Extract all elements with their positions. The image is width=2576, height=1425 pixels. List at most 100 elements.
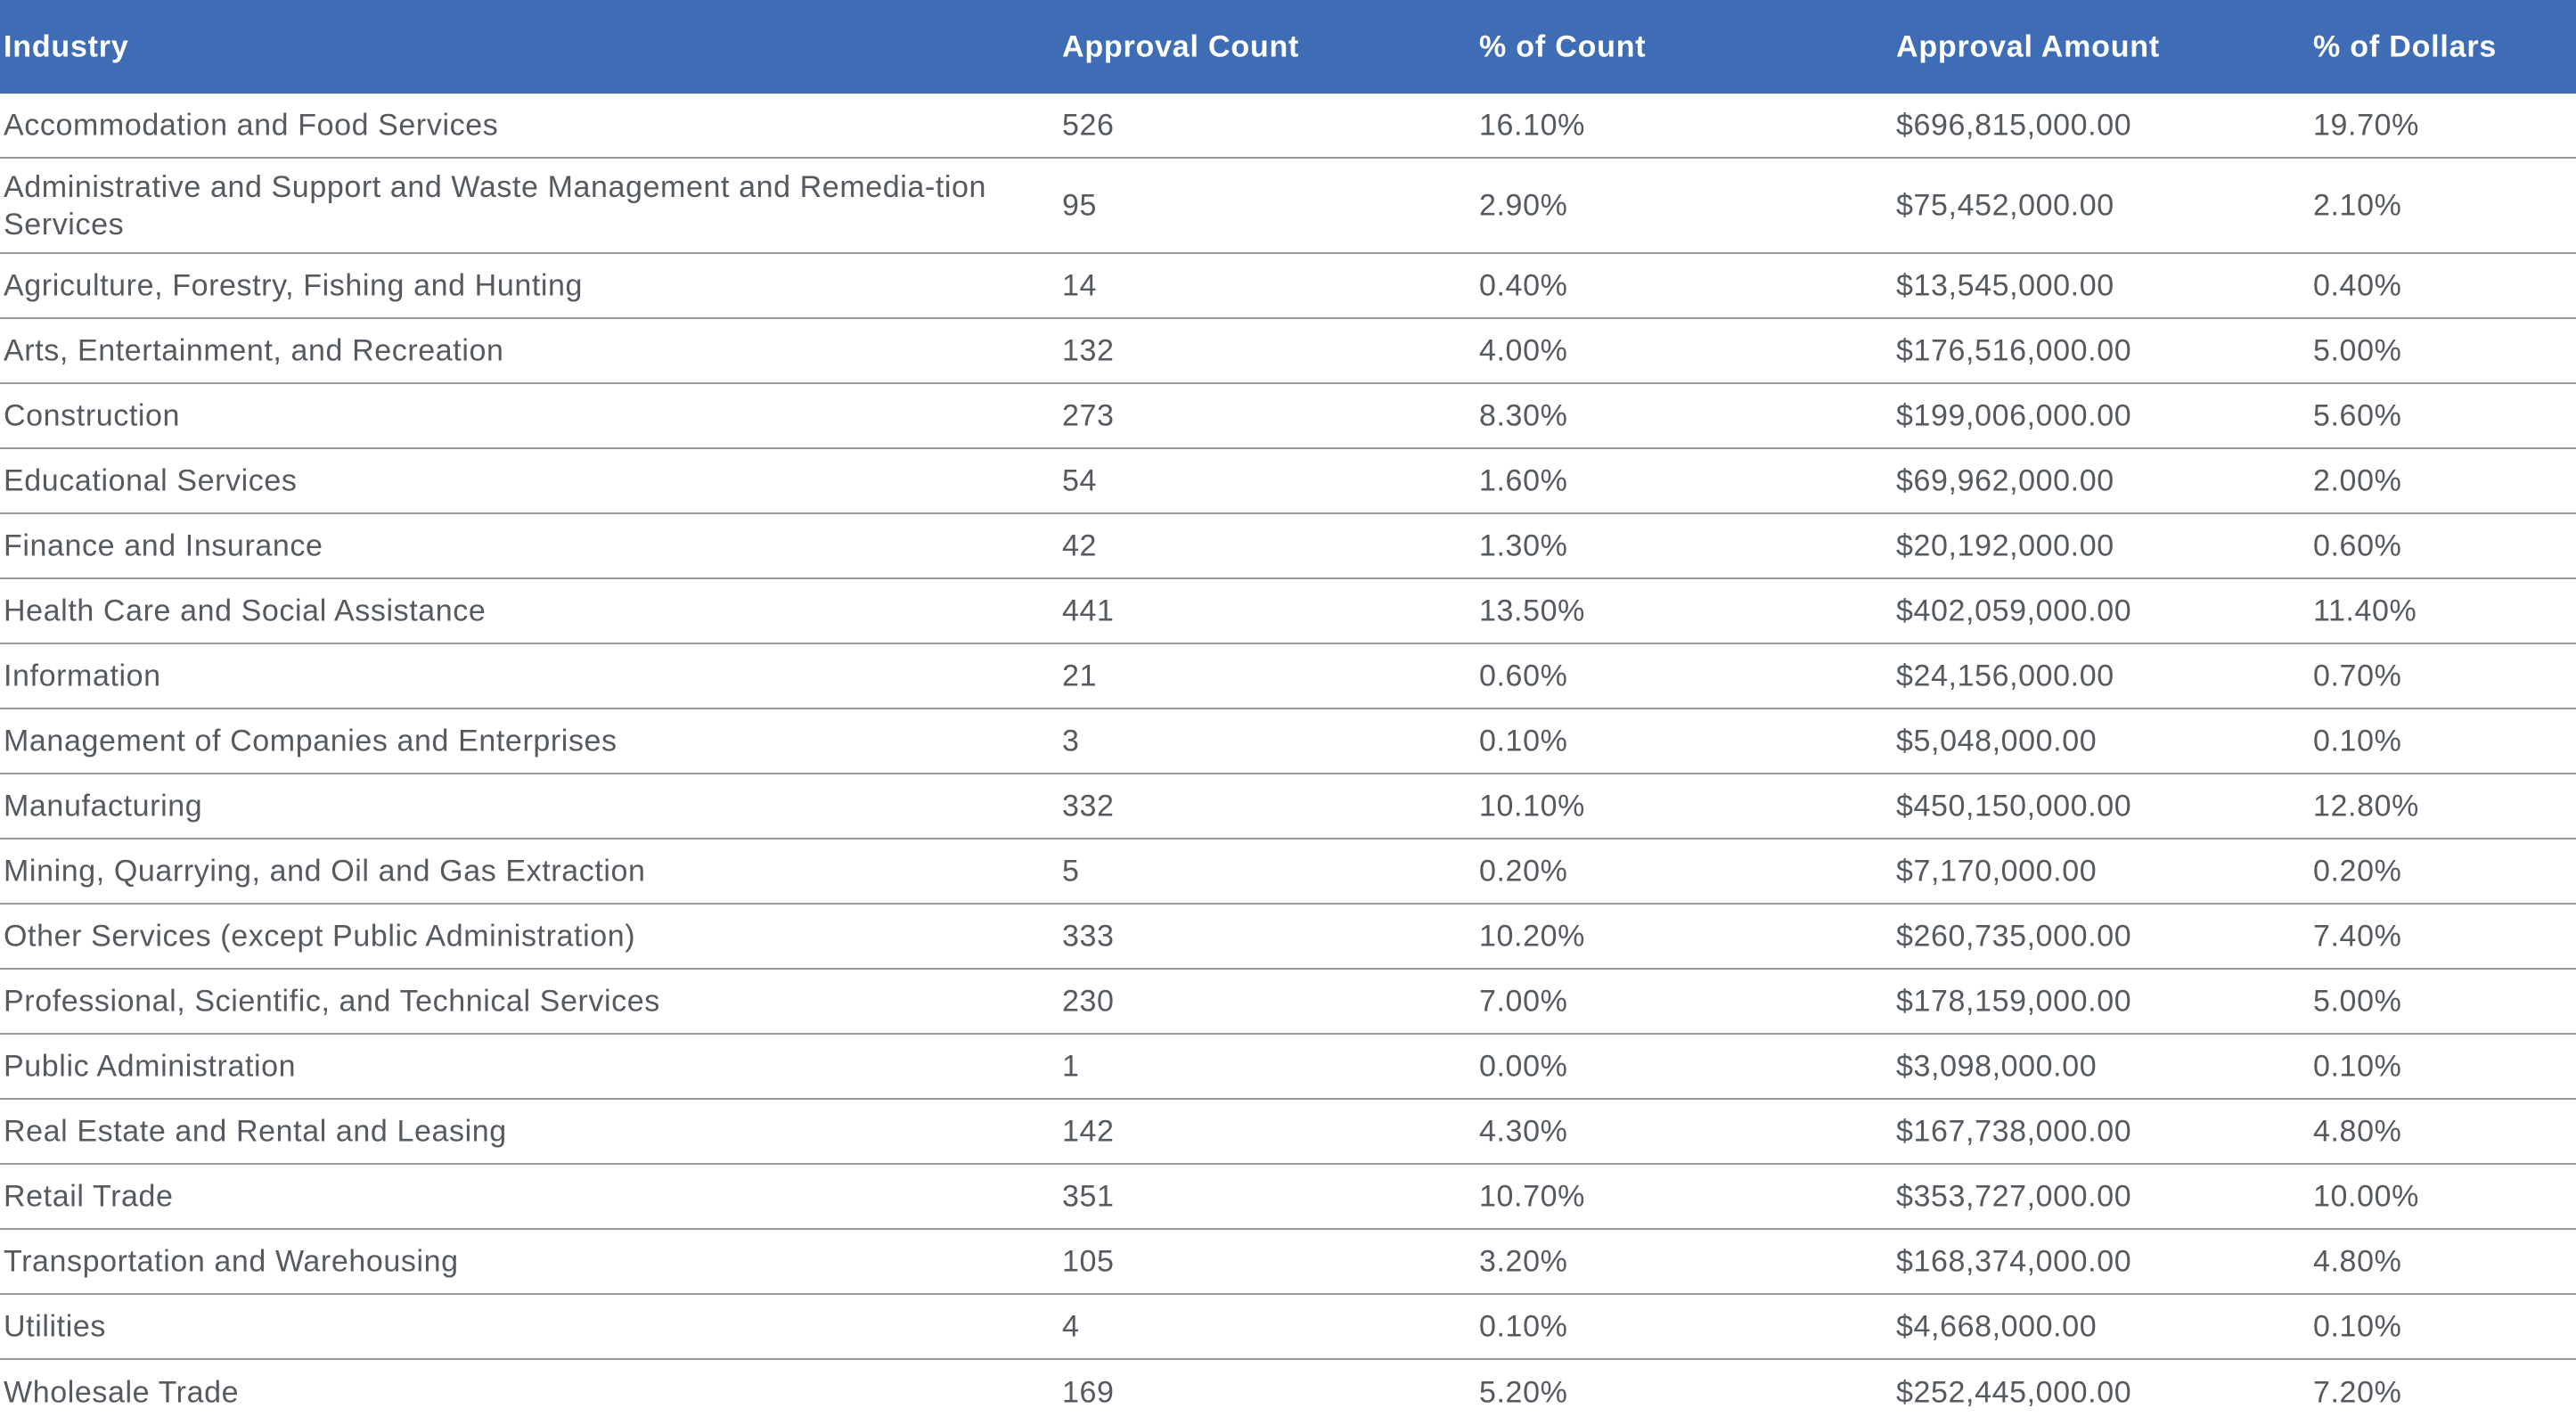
approval-count-cell: 4: [1062, 1309, 1080, 1343]
pct-dollars-cell: 0.10%: [2313, 724, 2402, 758]
table-row: Educational Services 54 1.60% $69,962,000.0…: [0, 449, 2576, 514]
approval-amount-cell: $199,006,000.00: [1896, 398, 2132, 432]
industry-cell: Agriculture, Forestry, Fishing and Hunti…: [4, 268, 584, 302]
table-row: Accommodation and Food Services 526 16.10%…: [0, 94, 2576, 159]
pct-dollars-cell: 19.70%: [2313, 108, 2419, 142]
approval-count-cell: 333: [1062, 919, 1115, 953]
approval-amount-cell: $168,374,000.00: [1896, 1244, 2132, 1278]
pct-dollars-cell: 5.60%: [2313, 398, 2402, 432]
pct-count-cell: 0.60%: [1479, 659, 1568, 692]
header-pct-dollars: % of Dollars: [2313, 29, 2498, 63]
table-row: Administrative and Support and Waste Man…: [0, 159, 2576, 254]
approval-amount-cell: $696,815,000.00: [1896, 108, 2132, 142]
pct-count-cell: 0.20%: [1479, 854, 1568, 888]
approval-amount-cell: $20,192,000.00: [1896, 528, 2114, 562]
header-approval-amount: Approval Amount: [1896, 29, 2160, 63]
approval-count-cell: 142: [1062, 1114, 1115, 1148]
header-industry: Industry: [4, 29, 129, 63]
table-row: Real Estate and Rental and Leasing 142 4.3…: [0, 1100, 2576, 1165]
approval-amount-cell: $24,156,000.00: [1896, 659, 2114, 692]
pct-count-cell: 0.40%: [1479, 268, 1568, 302]
table-row: Retail Trade 351 10.70% $353,727,000.00 10.0…: [0, 1165, 2576, 1230]
approval-count-cell: 230: [1062, 984, 1115, 1018]
approval-count-cell: 21: [1062, 659, 1098, 692]
pct-dollars-cell: 11.40%: [2313, 594, 2417, 627]
table-header: Industry Approval Count % of Count Appro…: [0, 0, 2576, 94]
table-row: Utilities 4 0.10% $4,668,000.00 0.10%: [0, 1295, 2576, 1360]
approval-count-cell: 351: [1062, 1179, 1115, 1213]
approval-amount-cell: $3,098,000.00: [1896, 1049, 2098, 1083]
approval-count-cell: 95: [1062, 188, 1098, 222]
pct-count-cell: 3.20%: [1479, 1244, 1568, 1278]
table-row: Professional, Scientific, and Technical …: [0, 970, 2576, 1035]
approval-amount-cell: $353,727,000.00: [1896, 1179, 2132, 1213]
table-row: Construction 273 8.30% $199,006,000.00 5.60%: [0, 384, 2576, 449]
industry-cell: Management of Companies and Enterprises: [4, 724, 617, 758]
pct-count-cell: 4.00%: [1479, 333, 1568, 367]
industry-cell: Accommodation and Food Services: [4, 108, 499, 142]
pct-dollars-cell: 7.40%: [2313, 919, 2402, 953]
pct-count-cell: 4.30%: [1479, 1114, 1568, 1148]
table-row: Arts, Entertainment, and Recreation 132 4.…: [0, 319, 2576, 384]
approval-amount-cell: $450,150,000.00: [1896, 789, 2132, 823]
approval-count-cell: 54: [1062, 463, 1098, 497]
pct-count-cell: 0.00%: [1479, 1049, 1568, 1083]
approval-amount-cell: $252,445,000.00: [1896, 1375, 2132, 1409]
approval-amount-cell: $7,170,000.00: [1896, 854, 2098, 888]
pct-count-cell: 10.70%: [1479, 1179, 1585, 1213]
industry-cell: Real Estate and Rental and Leasing: [4, 1114, 507, 1148]
industry-cell: Professional, Scientific, and Technical …: [4, 984, 660, 1018]
pct-dollars-cell: 2.00%: [2313, 463, 2402, 497]
pct-dollars-cell: 0.20%: [2313, 854, 2402, 888]
industry-cell: Finance and Insurance: [4, 528, 323, 562]
approval-amount-cell: $167,738,000.00: [1896, 1114, 2132, 1148]
table-row: Other Services (except Public Administra…: [0, 905, 2576, 970]
industry-cell: Educational Services: [4, 463, 298, 497]
pct-dollars-cell: 0.70%: [2313, 659, 2402, 692]
industry-cell: Retail Trade: [4, 1179, 174, 1213]
table-row: Manufacturing 332 10.10% $450,150,000.00 12.…: [0, 774, 2576, 839]
pct-dollars-cell: 0.10%: [2313, 1309, 2402, 1343]
approval-amount-cell: $69,962,000.00: [1896, 463, 2114, 497]
approval-amount-cell: $4,668,000.00: [1896, 1309, 2098, 1343]
pct-count-cell: 10.10%: [1479, 789, 1585, 823]
industry-cell: Construction: [4, 398, 181, 432]
table-row: Health Care and Social Assistance 441 13.5…: [0, 579, 2576, 644]
pct-count-cell: 7.00%: [1479, 984, 1568, 1018]
industry-cell: Information: [4, 659, 161, 692]
header-pct-count: % of Count: [1479, 29, 1647, 63]
pct-count-cell: 10.20%: [1479, 919, 1585, 953]
approval-amount-cell: $13,545,000.00: [1896, 268, 2114, 302]
pct-dollars-cell: 4.80%: [2313, 1114, 2402, 1148]
approval-amount-cell: $5,048,000.00: [1896, 724, 2098, 758]
approval-count-cell: 169: [1062, 1375, 1115, 1409]
table-row: Management of Companies and Enterprises 3…: [0, 709, 2576, 774]
industry-cell: Utilities: [4, 1309, 106, 1343]
industry-cell: Transportation and Warehousing: [4, 1244, 459, 1278]
pct-dollars-cell: 5.00%: [2313, 333, 2402, 367]
pct-count-cell: 1.30%: [1479, 528, 1568, 562]
industry-cell: Arts, Entertainment, and Recreation: [4, 333, 504, 367]
pct-dollars-cell: 4.80%: [2313, 1244, 2402, 1278]
pct-dollars-cell: 2.10%: [2313, 188, 2402, 222]
pct-dollars-cell: 0.40%: [2313, 268, 2402, 302]
pct-dollars-cell: 5.00%: [2313, 984, 2402, 1018]
table-row: Transportation and Warehousing 105 3.20% $1…: [0, 1230, 2576, 1295]
approval-count-cell: 1: [1062, 1049, 1080, 1083]
table-row: Information 21 0.60% $24,156,000.00 0.70%: [0, 644, 2576, 709]
industry-cell: Public Administration: [4, 1049, 297, 1083]
approval-count-cell: 132: [1062, 333, 1115, 367]
approval-count-cell: 14: [1062, 268, 1098, 302]
table-row: Public Administration 1 0.00% $3,098,000.00…: [0, 1035, 2576, 1100]
pct-dollars-cell: 10.00%: [2313, 1179, 2419, 1213]
table-row: Wholesale Trade 169 5.20% $252,445,000.00 7.…: [0, 1360, 2576, 1425]
approval-amount-cell: $402,059,000.00: [1896, 594, 2132, 627]
table-row: Finance and Insurance 42 1.30% $20,192,000.…: [0, 514, 2576, 579]
approval-amount-cell: $178,159,000.00: [1896, 984, 2132, 1018]
pct-dollars-cell: 0.60%: [2313, 528, 2402, 562]
approval-count-cell: 273: [1062, 398, 1115, 432]
pct-count-cell: 5.20%: [1479, 1375, 1568, 1409]
pct-dollars-cell: 12.80%: [2313, 789, 2419, 823]
approval-amount-cell: $260,735,000.00: [1896, 919, 2132, 953]
